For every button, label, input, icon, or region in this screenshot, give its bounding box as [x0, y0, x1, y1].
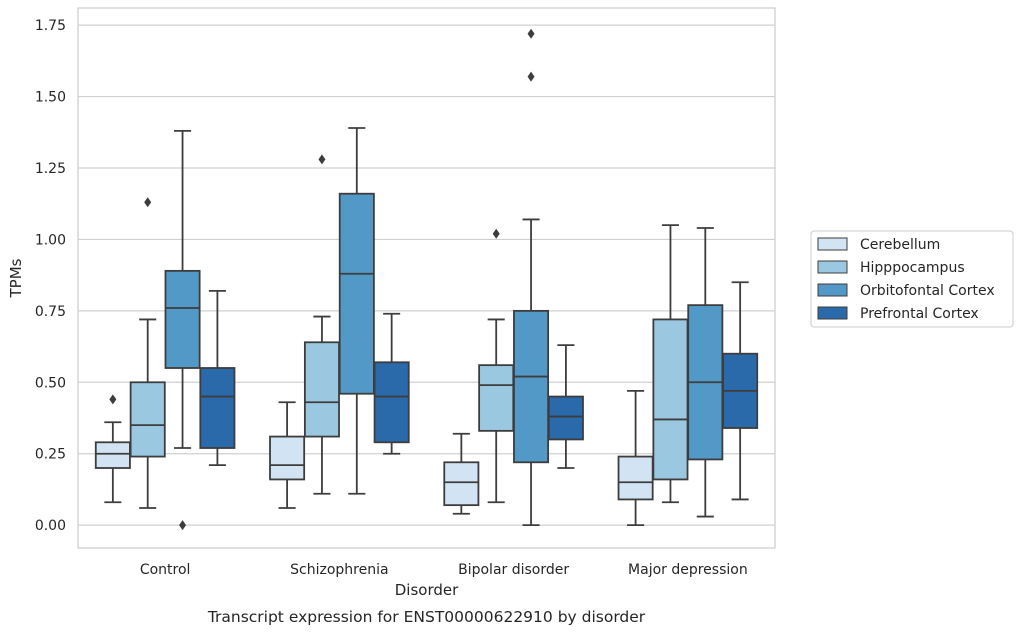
box [129, 197, 166, 509]
y-tick-label: 1.25 [35, 161, 66, 177]
box [547, 344, 584, 469]
y-tick-label: 1.50 [35, 90, 66, 106]
chart-caption: Transcript expression for ENST0000062291… [207, 608, 646, 626]
outlier-point [527, 71, 535, 82]
y-tick-label: 0.00 [35, 518, 66, 534]
outlier-point [109, 394, 117, 405]
x-axis-label: Disorder [395, 581, 459, 599]
x-tick-label: Major depression [628, 562, 748, 578]
outlier-point [318, 154, 326, 165]
box-iqr [513, 309, 550, 464]
x-tick-label: Bipolar disorder [458, 562, 569, 578]
legend-label: Cerebellum [860, 237, 940, 253]
y-axis-ticks: 0.00 0.25 0.50 0.75 1.00 1.25 1.50 1.75 [35, 18, 66, 534]
box-iqr [129, 381, 166, 458]
y-axis-label: TPMs [7, 258, 25, 298]
box [617, 389, 654, 527]
box-iqr [443, 461, 480, 507]
box [164, 129, 201, 531]
box-groups [94, 28, 759, 531]
outlier-point [492, 228, 500, 239]
box [269, 401, 306, 509]
outlier-point [179, 520, 187, 531]
legend-swatch [817, 283, 848, 297]
legend-frame [810, 230, 1014, 328]
box-iqr [547, 395, 584, 441]
box [303, 154, 340, 495]
box [443, 432, 480, 515]
box [513, 28, 550, 527]
box [722, 281, 759, 501]
box [373, 312, 410, 455]
y-tick-label: 1.75 [35, 18, 66, 34]
legend-label: Orbitofontal Cortex [860, 283, 995, 299]
box-iqr [199, 367, 236, 449]
box [338, 127, 375, 495]
box [94, 394, 131, 504]
y-tick-label: 1.00 [35, 232, 66, 248]
legend-label: Prefrontal Cortex [860, 306, 979, 322]
box-iqr [617, 455, 654, 501]
legend-swatch [817, 260, 848, 274]
x-tick-label: Schizophrenia [290, 562, 388, 578]
box [199, 289, 236, 467]
legend: Cerebellum Hipppocampus Orbitofontal Corte… [810, 230, 1014, 328]
y-tick-label: 0.50 [35, 375, 66, 391]
outlier-point [144, 197, 152, 208]
legend-swatch [817, 306, 848, 320]
x-axis-ticks: Control Schizophrenia Bipolar disorder Majo… [140, 562, 748, 578]
box-iqr [478, 364, 515, 432]
outlier-point [527, 28, 535, 39]
box-iqr [303, 341, 340, 438]
y-tick-label: 0.25 [35, 447, 66, 463]
y-tick-label: 0.75 [35, 304, 66, 320]
box [478, 228, 515, 504]
box-iqr [94, 441, 131, 469]
box-iqr [652, 318, 689, 481]
legend-swatch [817, 237, 848, 251]
box [652, 224, 689, 504]
box-iqr [338, 192, 375, 395]
box-iqr [164, 269, 201, 369]
box-iqr [373, 361, 410, 444]
legend-label: Hipppocampus [860, 260, 965, 276]
x-tick-label: Control [140, 562, 191, 578]
box-iqr [269, 435, 306, 481]
